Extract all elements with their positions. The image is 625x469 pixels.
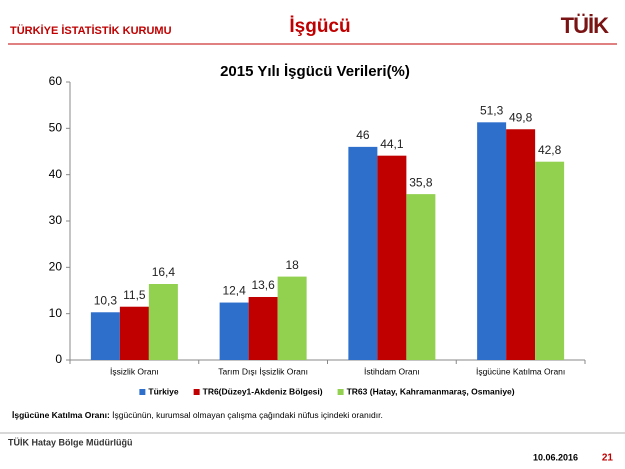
bar bbox=[219, 302, 249, 360]
legend-swatch bbox=[337, 389, 344, 395]
x-tick-label: İstihdam Oranı bbox=[364, 366, 420, 376]
bar bbox=[277, 276, 307, 360]
footnote: İşgücüne Katılma Oranı: İşgücünün, kurum… bbox=[12, 410, 383, 420]
logo: TÜİK bbox=[561, 13, 609, 38]
data-label: 10,3 bbox=[94, 293, 118, 307]
data-label: 16,4 bbox=[152, 265, 176, 279]
topic: İşgücü bbox=[289, 16, 350, 37]
y-tick-label: 60 bbox=[49, 74, 63, 88]
bar bbox=[406, 194, 436, 360]
y-tick-label: 30 bbox=[49, 213, 63, 227]
footer-office: TÜİK Hatay Bölge Müdürlüğü bbox=[8, 437, 133, 447]
bar bbox=[90, 312, 120, 360]
y-tick-label: 40 bbox=[49, 167, 63, 181]
data-label: 11,5 bbox=[123, 288, 146, 302]
y-tick-label: 20 bbox=[49, 260, 63, 274]
institution: TÜRKİYE İSTATİSTİK KURUMU bbox=[10, 24, 172, 37]
legend-swatch bbox=[193, 389, 200, 395]
y-tick-label: 50 bbox=[49, 121, 63, 135]
footnote-term: İşgücüne Katılma Oranı: bbox=[12, 410, 110, 420]
bar bbox=[506, 129, 536, 360]
footer-date: 10.06.2016 bbox=[533, 452, 578, 462]
chart-title: 2015 Yılı İşgücü Verileri(%) bbox=[220, 63, 410, 80]
x-tick-label: Tarım Dışı İşsizlik Oranı bbox=[218, 366, 308, 376]
data-label: 49,8 bbox=[509, 110, 533, 124]
data-label: 18 bbox=[285, 258, 299, 272]
y-tick-label: 0 bbox=[55, 352, 62, 366]
x-tick-label: İşgücüne Katılma Oranı bbox=[476, 366, 565, 376]
data-label: 51,3 bbox=[480, 103, 504, 117]
page-number: 21 bbox=[602, 453, 614, 464]
bar bbox=[477, 122, 507, 360]
bar bbox=[248, 296, 278, 360]
data-label: 12,4 bbox=[222, 284, 246, 298]
data-label: 42,8 bbox=[538, 143, 562, 157]
legend-label: TR63 (Hatay, Kahramanmaraş, Osmaniye) bbox=[347, 386, 515, 396]
y-tick-label: 10 bbox=[49, 306, 63, 320]
legend-label: TR6(Düzey1-Akdeniz Bölgesi) bbox=[203, 386, 323, 396]
data-label: 44,1 bbox=[380, 137, 404, 151]
bar bbox=[119, 306, 149, 360]
bar bbox=[377, 155, 407, 360]
bar bbox=[148, 284, 178, 360]
x-tick-label: İşsizlik Oranı bbox=[110, 366, 159, 376]
data-label: 13,6 bbox=[251, 278, 275, 292]
data-label: 35,8 bbox=[409, 175, 433, 189]
data-label: 46 bbox=[356, 128, 370, 142]
legend-label: Türkiye bbox=[148, 386, 179, 396]
legend-swatch bbox=[139, 389, 146, 395]
bar bbox=[535, 161, 565, 360]
footnote-text: İşgücünün, kurumsal olmayan çalışma çağı… bbox=[110, 410, 383, 420]
bar bbox=[348, 146, 378, 360]
